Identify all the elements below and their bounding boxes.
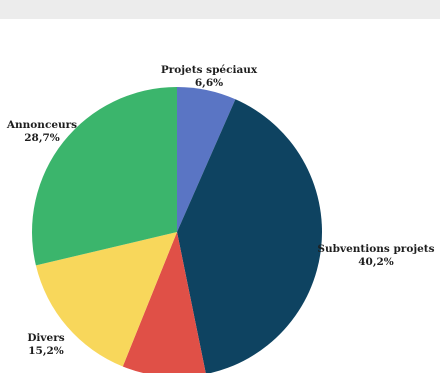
pie-slices [31,87,322,373]
slice-subventions-projets [177,99,322,373]
slice-red [122,232,206,373]
top-strip [0,0,440,19]
label-divers-value: 15,2% [28,345,64,357]
label-subventions-projets-value: 40,2% [358,256,394,268]
slice-divers [35,232,178,367]
label-projets-speciaux-value: 6,6% [195,77,223,89]
label-subventions-projets-name: Subventions projets [317,243,434,255]
label-divers-name: Divers [27,332,64,344]
label-projets-speciaux-name: Projets spéciaux [161,64,258,76]
slice-annonceurs [31,87,177,266]
label-annonceurs-value: 28,7% [24,132,60,144]
slice-projets-speciaux [177,87,236,232]
label-annonceurs-name: Annonceurs [6,119,77,131]
